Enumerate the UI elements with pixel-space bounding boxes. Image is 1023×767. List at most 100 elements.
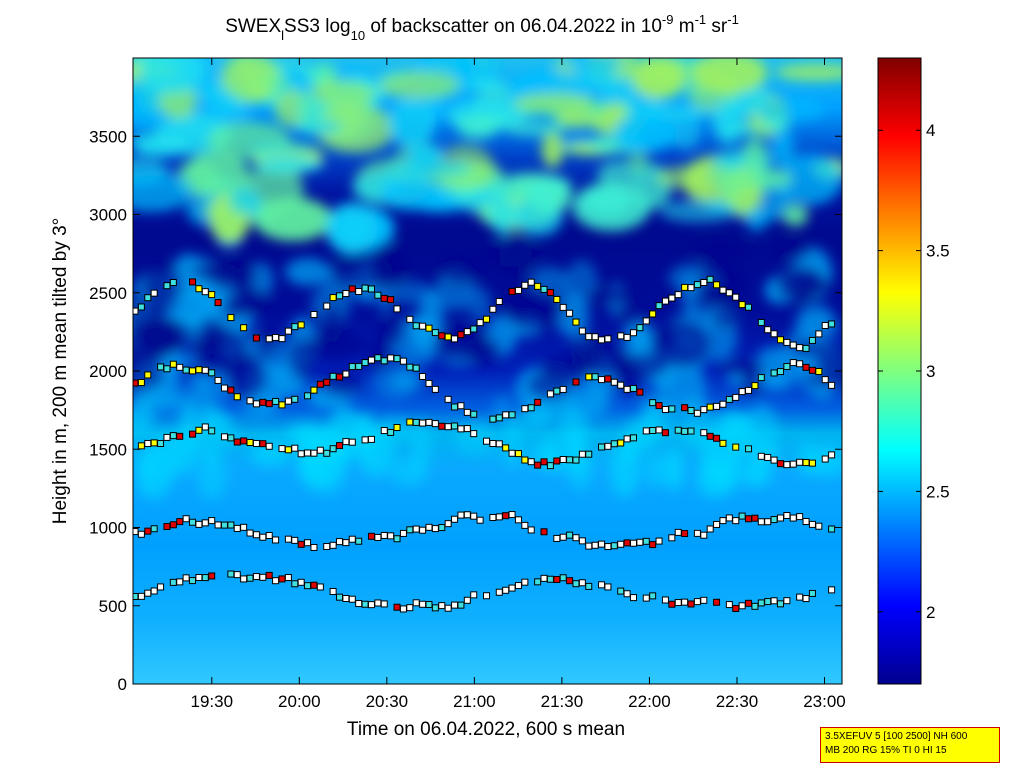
layer-marker: [297, 450, 305, 458]
layer-marker: [419, 600, 427, 608]
layer-marker: [367, 435, 375, 443]
layer-marker: [463, 328, 471, 336]
layer-marker: [355, 600, 363, 608]
texture-blob: [467, 286, 492, 321]
layer-marker: [828, 320, 836, 328]
layer-marker: [189, 367, 197, 375]
texture-blob: [206, 259, 258, 291]
layer-marker: [598, 443, 606, 451]
layer-marker: [534, 578, 542, 586]
layer-marker: [144, 439, 152, 447]
layer-marker: [367, 601, 375, 609]
layer-marker: [476, 319, 484, 327]
texture-blob: [133, 171, 193, 212]
layer-marker: [706, 403, 714, 411]
texture-blob: [576, 66, 619, 90]
layer-marker: [182, 515, 190, 523]
layer-marker: [323, 378, 331, 386]
layer-marker: [668, 294, 676, 302]
layer-marker: [291, 395, 299, 403]
texture-blob: [527, 175, 572, 214]
texture-blob: [572, 182, 651, 232]
layer-marker: [770, 597, 778, 605]
layer-marker: [623, 385, 631, 393]
layer-marker: [176, 432, 184, 440]
layer-marker: [444, 395, 452, 403]
texture-blob: [391, 458, 428, 487]
layer-marker: [342, 539, 350, 547]
layer-marker: [342, 370, 350, 378]
x-tick-label: 20:00: [278, 692, 321, 711]
layer-marker: [483, 437, 490, 445]
y-axis: 0 500 1000 1500 2000 2500 3000 3500: [89, 127, 842, 694]
layer-marker: [336, 292, 344, 300]
layer-marker: [642, 594, 650, 602]
layer-marker: [732, 605, 740, 613]
layer-marker: [329, 587, 337, 595]
layer-marker: [137, 303, 145, 311]
layer-marker: [687, 600, 695, 608]
layer-marker: [157, 583, 165, 591]
texture-blob: [768, 240, 810, 261]
texture-blob: [225, 354, 267, 399]
layer-marker: [438, 524, 446, 532]
layer-marker: [540, 285, 548, 293]
layer-marker: [725, 395, 733, 403]
layer-marker: [751, 382, 759, 390]
layer-marker: [546, 289, 554, 297]
layer-marker: [738, 512, 746, 520]
layer-marker: [240, 324, 248, 332]
texture-blob: [518, 407, 552, 429]
texture-blob: [256, 157, 323, 172]
texture-blob: [609, 441, 640, 498]
layer-marker: [329, 372, 337, 380]
layer-marker: [189, 577, 197, 585]
layer-marker: [706, 275, 714, 283]
layer-marker: [201, 366, 209, 374]
layer-marker: [342, 595, 350, 603]
layer-marker: [674, 599, 682, 607]
texture-blob: [248, 142, 316, 155]
layer-marker: [687, 427, 695, 435]
heatmap-area: [133, 58, 842, 684]
y-tick-label: 1000: [89, 519, 127, 538]
layer-marker: [304, 539, 312, 547]
layer-marker: [189, 518, 197, 526]
layer-marker: [355, 537, 363, 545]
layer-marker: [163, 523, 171, 531]
layer-marker: [815, 522, 823, 530]
texture-blob: [287, 338, 315, 380]
layer-marker: [598, 581, 606, 589]
layer-marker: [821, 376, 829, 384]
layer-marker: [649, 427, 657, 435]
texture-blob: [388, 98, 436, 147]
layer-marker: [220, 521, 228, 529]
layer-marker: [783, 338, 791, 346]
x-tick-label: 22:00: [628, 692, 671, 711]
layer-marker: [457, 402, 465, 410]
texture-blob: [690, 240, 753, 260]
texture-blob: [659, 199, 738, 223]
layer-marker: [214, 299, 222, 307]
layer-marker: [189, 278, 197, 286]
layer-marker: [725, 289, 733, 297]
texture-blob: [325, 202, 378, 255]
layer-marker: [693, 529, 701, 537]
layer-marker: [233, 571, 241, 579]
layer-marker: [776, 368, 784, 376]
layer-marker: [425, 418, 433, 426]
layer-marker: [431, 525, 439, 533]
texture-blob: [623, 314, 651, 362]
layer-marker: [508, 511, 516, 519]
texture-blob: [695, 461, 736, 499]
layer-marker: [821, 322, 829, 330]
layer-marker: [508, 584, 516, 592]
layer-marker: [693, 598, 701, 606]
layer-marker: [610, 378, 618, 386]
texture-blob: [664, 448, 684, 491]
layer-marker: [246, 574, 254, 582]
layer-marker: [463, 596, 471, 604]
layer-marker: [367, 532, 375, 540]
layer-marker: [425, 523, 433, 531]
x-axis: 19:30 20:00 20:30 21:00 21:30 22:00 22:30 23:00: [191, 58, 846, 711]
